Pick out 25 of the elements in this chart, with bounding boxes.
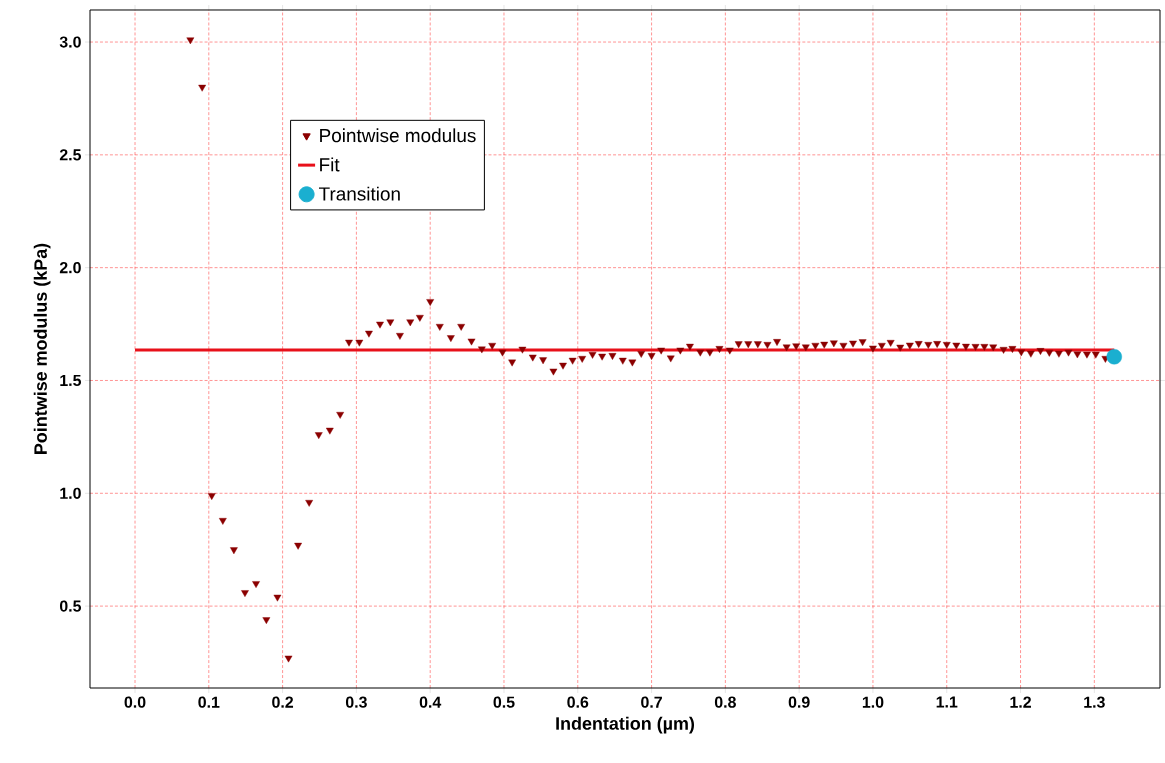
- x-tick-label: 0.8: [714, 696, 736, 708]
- y-axis-title: Pointwise modulus (kPa): [33, 243, 51, 454]
- x-tick-label: 1.0: [862, 696, 884, 708]
- legend-label: Pointwise modulus: [320, 128, 476, 143]
- x-tick-label: 0.5: [493, 696, 515, 708]
- y-tick-label: 0.5: [59, 600, 82, 612]
- x-tick-label: 1.1: [936, 696, 958, 708]
- x-tick-label: 0.2: [272, 696, 294, 708]
- y-tick-label: 2.5: [59, 149, 82, 161]
- legend-label: Transition: [319, 186, 400, 201]
- y-tick-label: 1.0: [60, 487, 81, 499]
- y-tick-label: 2.0: [59, 262, 81, 274]
- x-tick-label: 1.3: [1084, 696, 1105, 708]
- x-tick-label: 0.0: [124, 696, 146, 708]
- x-tick-label: 0.6: [567, 696, 589, 708]
- x-tick-label: 0.7: [641, 696, 662, 708]
- legend-label: Fit: [320, 157, 340, 172]
- x-tick-label: 0.3: [345, 696, 367, 708]
- y-tick-label: 1.5: [60, 374, 82, 387]
- x-tick-label: 1.2: [1010, 696, 1031, 708]
- y-tick-label: 3.0: [59, 36, 81, 48]
- x-axis-title: Indentation (µm): [556, 716, 695, 734]
- x-tick-label: 0.9: [788, 696, 810, 708]
- x-tick-label: 0.4: [419, 696, 442, 708]
- x-tick-label: 0.1: [198, 696, 220, 708]
